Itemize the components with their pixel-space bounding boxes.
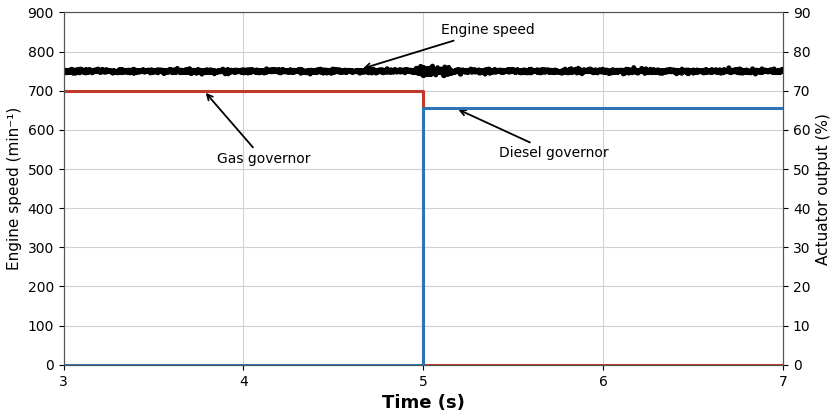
- Text: Engine speed: Engine speed: [365, 23, 535, 69]
- Y-axis label: Engine speed (min⁻¹): Engine speed (min⁻¹): [7, 107, 22, 270]
- Y-axis label: Actuator output (%): Actuator output (%): [816, 113, 831, 264]
- X-axis label: Time (s): Time (s): [382, 394, 465, 412]
- Text: Diesel governor: Diesel governor: [460, 110, 608, 160]
- Text: Gas governor: Gas governor: [207, 94, 310, 166]
